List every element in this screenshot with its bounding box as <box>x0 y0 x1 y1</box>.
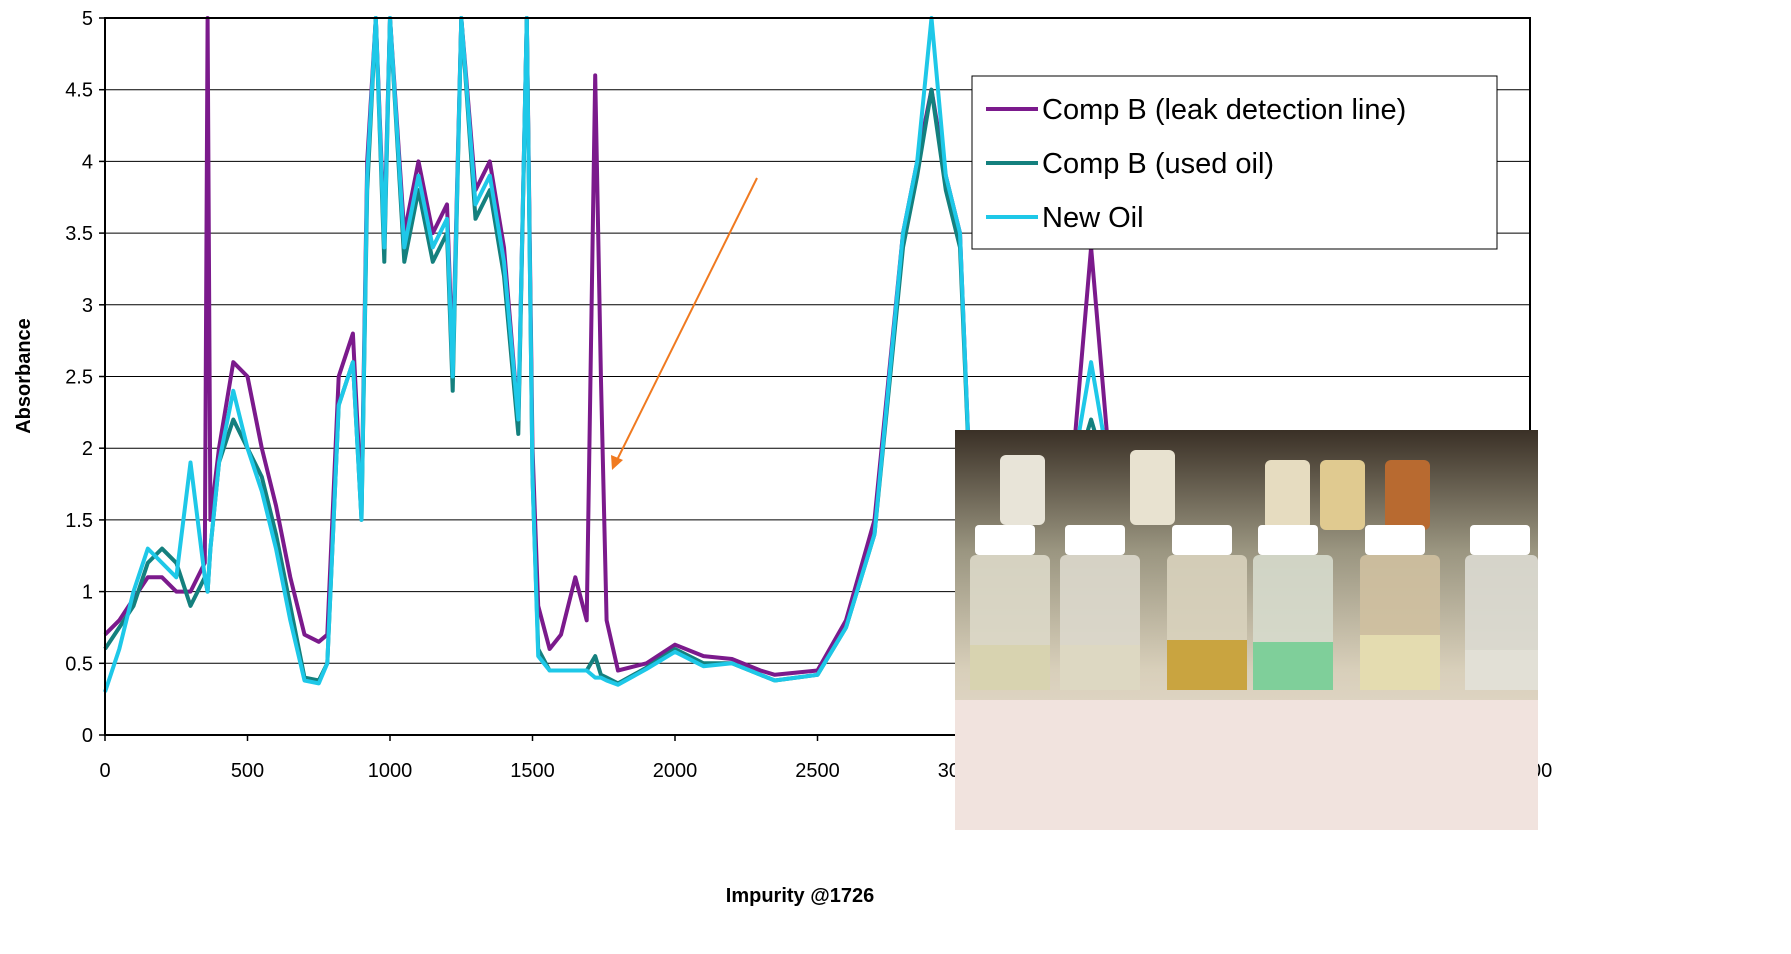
vial-liquid <box>1465 650 1538 690</box>
legend-label: Comp B (used oil) <box>1042 148 1274 180</box>
vial-cap <box>1470 525 1530 555</box>
y-tick-label: 3.5 <box>65 223 93 245</box>
vial-cap <box>1365 525 1425 555</box>
y-tick-label: 1 <box>82 582 93 604</box>
y-tick-label: 0.5 <box>65 653 93 675</box>
y-tick-label: 2 <box>82 438 93 460</box>
y-tick-label: 4 <box>82 151 93 173</box>
x-axis-label: Impurity @1726 <box>726 885 874 907</box>
y-tick-label: 4.5 <box>65 80 93 102</box>
vial-liquid <box>1253 642 1333 690</box>
vial-liquid <box>1360 635 1440 690</box>
y-axis-label: Absorbance <box>13 318 35 434</box>
y-tick-label: 5 <box>82 8 93 30</box>
bottle <box>1385 460 1430 530</box>
bottle <box>1265 460 1310 530</box>
vial-liquid <box>1167 640 1247 690</box>
x-tick-label: 500 <box>231 760 264 782</box>
vial-cap <box>1065 525 1125 555</box>
x-tick-label: 2000 <box>653 760 698 782</box>
vial-cap <box>1172 525 1232 555</box>
data-line <box>103 16 1122 693</box>
photo <box>955 430 1538 830</box>
y-tick-label: 1.5 <box>65 510 93 532</box>
bottle <box>1130 450 1175 525</box>
vial-liquid <box>970 645 1050 690</box>
annotation-arrow <box>615 177 758 463</box>
legend-label: New Oil <box>1042 202 1144 234</box>
vial-liquid <box>1060 645 1140 690</box>
y-tick-label: 2.5 <box>65 367 93 389</box>
bottle <box>1320 460 1365 530</box>
vial-cap <box>1258 525 1318 555</box>
legend-label: Comp B (leak detection line) <box>1042 94 1406 126</box>
x-tick-label: 1500 <box>510 760 555 782</box>
arrow-head <box>611 455 623 470</box>
bench <box>955 700 1538 830</box>
vial-cap <box>975 525 1035 555</box>
legend-box <box>971 75 1498 250</box>
y-tick-label: 0 <box>82 725 93 747</box>
y-tick-label: 3 <box>82 295 93 317</box>
x-tick-label: 2500 <box>795 760 840 782</box>
bottle <box>1000 455 1045 525</box>
x-tick-label: 0 <box>99 760 110 782</box>
vials <box>970 525 1538 690</box>
x-tick-label: 1000 <box>368 760 413 782</box>
